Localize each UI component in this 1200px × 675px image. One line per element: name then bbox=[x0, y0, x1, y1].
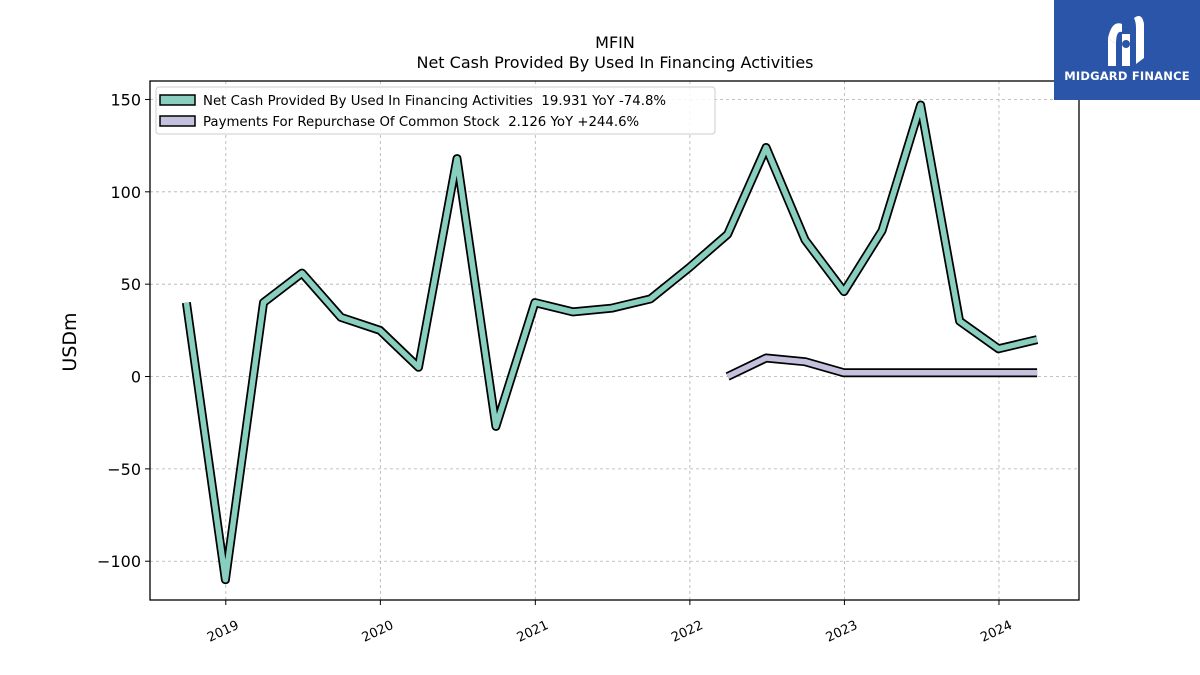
legend-swatch-net-cash bbox=[159, 94, 196, 106]
x-tick-label: 2020 bbox=[360, 618, 396, 646]
data-point bbox=[841, 370, 846, 375]
series-outline-0 bbox=[181, 100, 1039, 585]
data-point bbox=[880, 370, 885, 375]
series-line-0 bbox=[183, 102, 1038, 583]
data-point bbox=[957, 319, 962, 324]
brand-logo-text: MIDGARD FINANCE bbox=[1064, 69, 1190, 83]
legend-frame bbox=[155, 86, 716, 135]
legend: Net Cash Provided By Used In Financing A… bbox=[155, 86, 716, 135]
y-tick-label: 0 bbox=[131, 368, 141, 387]
data-point bbox=[571, 309, 576, 314]
legend-label-repurchase: Payments For Repurchase Of Common Stock … bbox=[203, 115, 639, 130]
data-point bbox=[532, 300, 537, 305]
series-layer bbox=[181, 100, 1040, 585]
data-point bbox=[996, 370, 1001, 375]
data-point bbox=[261, 300, 266, 305]
brand-logo: MIDGARD FINANCE bbox=[1054, 0, 1200, 100]
data-point bbox=[841, 289, 846, 294]
data-point bbox=[918, 103, 923, 108]
grid bbox=[150, 81, 1079, 600]
plot-frame bbox=[149, 80, 1080, 601]
data-point bbox=[416, 365, 421, 370]
data-point bbox=[803, 237, 808, 242]
data-point bbox=[223, 577, 228, 582]
data-point bbox=[338, 315, 343, 320]
x-axis-ticks: 2019 2020 2021 2022 2023 2024 bbox=[205, 600, 1015, 646]
legend-label-net-cash: Net Cash Provided By Used In Financing A… bbox=[203, 94, 666, 109]
legend-swatch-repurchase bbox=[159, 115, 196, 127]
x-tick-label: 2021 bbox=[515, 618, 551, 646]
data-point bbox=[493, 424, 498, 429]
data-point bbox=[880, 228, 885, 233]
data-point bbox=[648, 296, 653, 301]
y-tick-label: 150 bbox=[110, 90, 141, 109]
data-point bbox=[996, 346, 1001, 351]
midgard-logo-icon bbox=[1108, 16, 1144, 66]
chart-title: MFIN bbox=[595, 33, 635, 52]
data-point bbox=[957, 370, 962, 375]
x-tick-label: 2019 bbox=[205, 618, 241, 646]
data-point bbox=[1035, 337, 1040, 342]
data-point bbox=[184, 300, 189, 305]
data-point bbox=[803, 359, 808, 364]
series-line-1 bbox=[726, 355, 1038, 379]
data-point bbox=[300, 271, 305, 276]
y-axis-label: USDm bbox=[59, 312, 81, 371]
y-axis-ticks: 150 100 50 0 −50 −100 bbox=[97, 90, 150, 571]
data-point bbox=[764, 145, 769, 150]
data-point bbox=[1035, 370, 1040, 375]
data-point bbox=[725, 374, 730, 379]
data-point bbox=[725, 232, 730, 237]
x-tick-label: 2022 bbox=[669, 618, 705, 646]
y-tick-label: 50 bbox=[121, 275, 141, 294]
x-tick-label: 2023 bbox=[824, 618, 860, 646]
y-tick-label: 100 bbox=[110, 183, 141, 202]
data-point bbox=[687, 265, 692, 270]
data-point bbox=[609, 306, 614, 311]
y-tick-label: −100 bbox=[97, 552, 141, 571]
y-tick-label: −50 bbox=[107, 460, 141, 479]
x-tick-label: 2024 bbox=[978, 618, 1014, 646]
data-point bbox=[377, 328, 382, 333]
chart-subtitle: Net Cash Provided By Used In Financing A… bbox=[416, 53, 813, 72]
data-point bbox=[454, 156, 459, 161]
data-point bbox=[764, 356, 769, 361]
data-point bbox=[918, 370, 923, 375]
